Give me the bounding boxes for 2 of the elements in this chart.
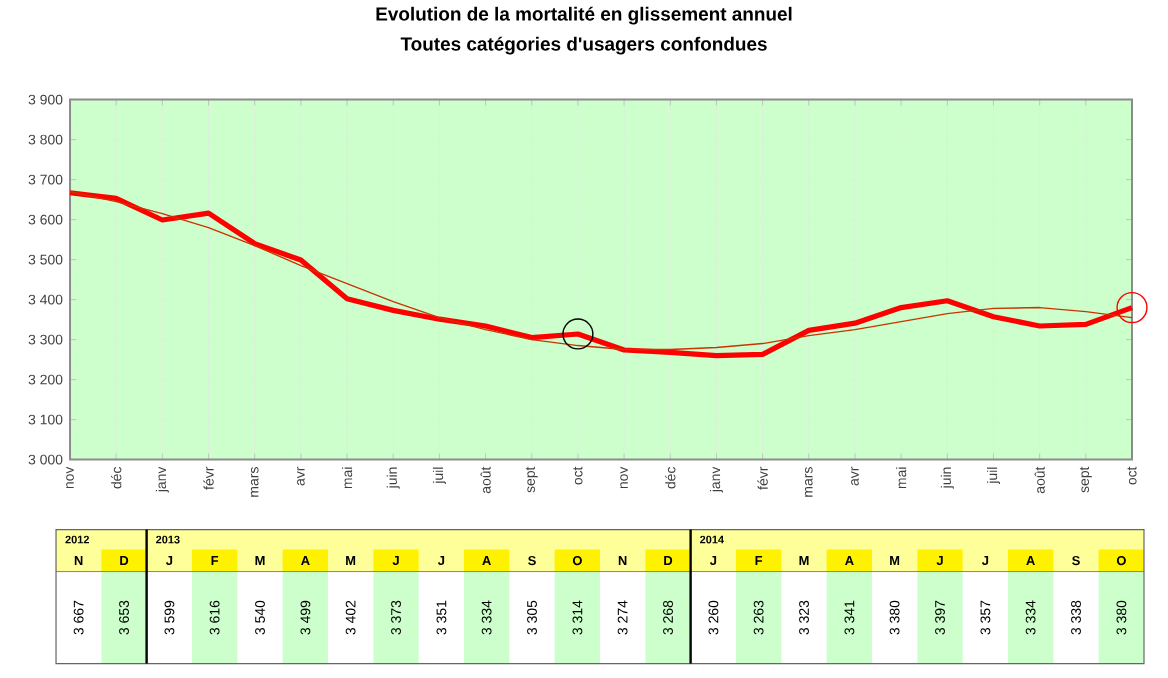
chart-title: Evolution de la mortalité en glissement annuel	[376, 6, 792, 25]
chart-subtitle: Toutes catégories d'usagers confondues	[400, 36, 767, 55]
